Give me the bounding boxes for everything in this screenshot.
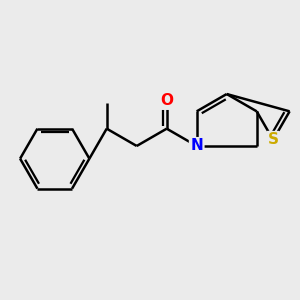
Text: O: O: [160, 93, 173, 108]
Text: N: N: [190, 139, 203, 154]
Text: S: S: [268, 132, 279, 147]
